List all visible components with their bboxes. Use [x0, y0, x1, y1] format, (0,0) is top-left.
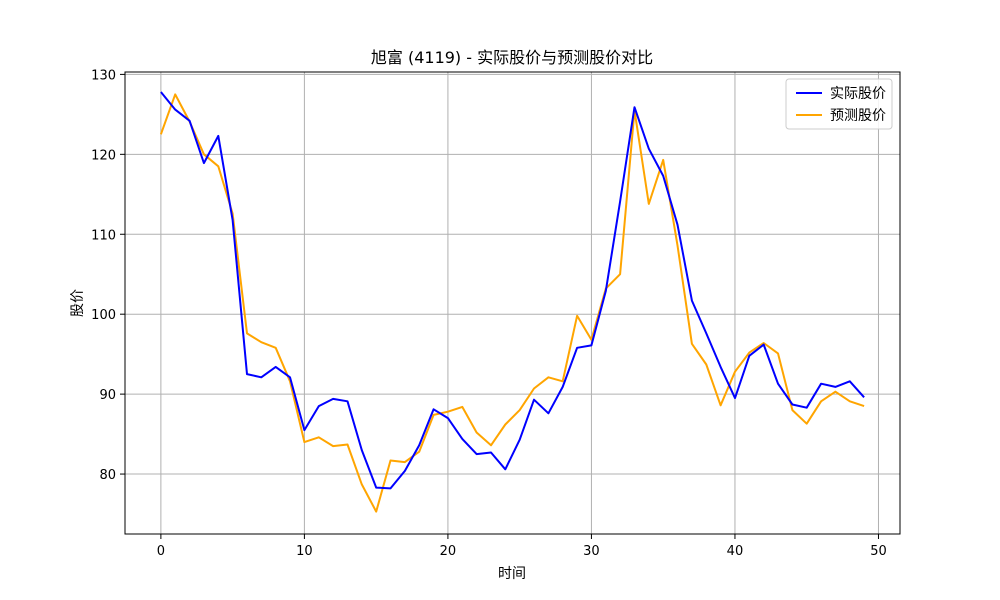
axis-ticks: 0 10 20 30 40 50 80 90 100 110 120 130: [91, 68, 887, 559]
x-tick-label: 30: [583, 544, 600, 559]
x-axis-label: 时间: [498, 566, 526, 582]
grid-lines: [125, 72, 900, 534]
y-tick-label: 80: [99, 468, 116, 483]
x-tick-label: 40: [727, 544, 744, 559]
series-line-predicted: [159, 93, 865, 513]
legend-label-predicted: 预测股价: [830, 108, 886, 124]
x-tick-label: 20: [440, 544, 457, 559]
x-tick-label: 10: [296, 544, 313, 559]
y-tick-label: 130: [91, 68, 116, 83]
x-tick-label: 50: [870, 544, 887, 559]
x-tick-label: 0: [157, 544, 165, 559]
y-tick-label: 120: [91, 148, 116, 163]
series-layer: [159, 91, 865, 513]
legend-label-actual: 实际股价: [830, 86, 886, 102]
y-tick-label: 90: [99, 388, 116, 403]
plot-area-frame: [124, 71, 901, 535]
legend: 实际股价 预测股价: [785, 78, 893, 130]
series-line-actual: [160, 91, 865, 490]
y-tick-label: 100: [91, 308, 116, 323]
legend-box: [785, 78, 893, 130]
y-axis-label: 股价: [70, 289, 86, 317]
y-tick-label: 110: [91, 228, 116, 243]
chart-title: 旭富 (4119) - 实际股价与预测股价对比: [371, 48, 653, 67]
